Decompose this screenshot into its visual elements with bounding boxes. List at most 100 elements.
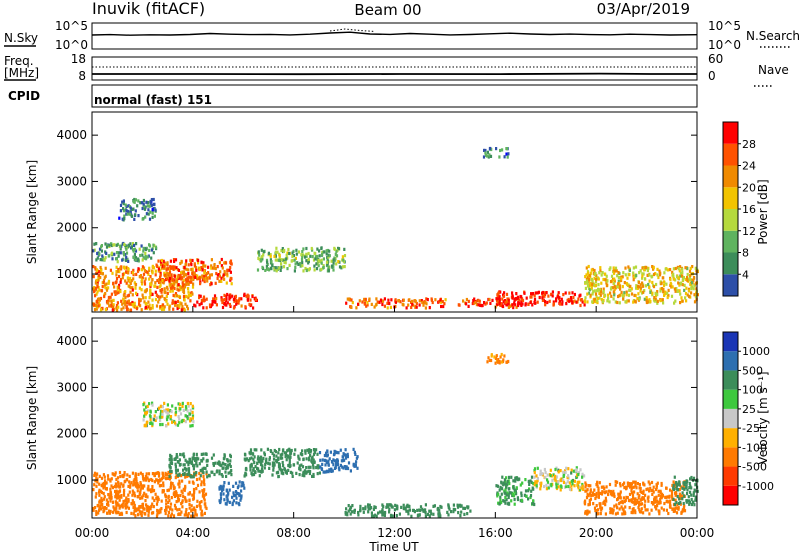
velocity-cell	[676, 482, 679, 486]
velocity-cell	[170, 410, 173, 414]
power-y-tick-label: 3000	[56, 174, 87, 188]
power-cell	[593, 297, 596, 301]
velocity-cell	[678, 497, 681, 501]
power-cell	[280, 262, 283, 266]
power-cell	[115, 273, 118, 277]
power-cell	[613, 293, 616, 297]
velocity-cell	[114, 482, 117, 486]
power-cell	[243, 292, 246, 296]
velocity-colorbar-frame	[722, 331, 739, 506]
velocity-cell	[219, 496, 223, 501]
velocity-cell	[150, 504, 153, 508]
velocity-cell	[369, 507, 372, 511]
power-cell	[171, 289, 174, 293]
velocity-cell	[245, 457, 248, 461]
nave-tick-bottom: 0	[708, 69, 716, 83]
power-cell	[567, 297, 570, 302]
power-cell	[273, 267, 276, 271]
time-tick-label: 16:00	[478, 526, 513, 540]
power-cell	[301, 264, 304, 268]
velocity-cell	[503, 489, 506, 493]
power-cell	[262, 253, 265, 257]
velocity-cell	[530, 489, 533, 493]
velocity-cell	[141, 496, 144, 500]
power-cell	[591, 281, 594, 285]
power-cell	[211, 300, 214, 304]
power-cell	[686, 276, 689, 280]
power-cell	[215, 296, 218, 301]
power-cell	[202, 299, 206, 303]
power-cell	[620, 277, 623, 281]
velocity-cell	[658, 510, 661, 514]
velocity-cell	[184, 484, 187, 488]
power-cell	[686, 272, 689, 277]
power-cell	[184, 278, 187, 282]
velocity-cell	[145, 411, 148, 415]
velocity-cell	[142, 478, 145, 482]
velocity-cell	[531, 502, 534, 506]
velocity-cell	[594, 493, 598, 497]
velocity-cell	[634, 497, 637, 501]
power-cell	[326, 255, 329, 260]
power-cell	[326, 248, 329, 253]
velocity-cell	[686, 479, 689, 483]
power-cell	[154, 284, 157, 288]
velocity-cell	[292, 463, 295, 467]
velocity-cell	[637, 496, 640, 500]
power-cell	[296, 261, 299, 265]
power-cell	[176, 304, 179, 308]
velocity-cell	[601, 490, 604, 494]
velocity-cell	[298, 473, 301, 477]
power-cell	[584, 296, 587, 300]
velocity-cell	[195, 477, 199, 482]
velocity-cell	[687, 495, 690, 499]
velocity-cell	[645, 487, 648, 492]
power-cell	[285, 257, 288, 261]
velocity-cell	[332, 458, 335, 462]
power-cell	[506, 155, 509, 159]
power-cell	[257, 250, 260, 254]
power-cell	[672, 272, 675, 276]
power-cell	[420, 299, 423, 303]
power-cell	[431, 300, 434, 305]
velocity-cell	[696, 489, 699, 493]
power-cell	[666, 295, 669, 300]
velocity-cell	[164, 477, 168, 481]
power-colorbar-label: Power [dB]	[756, 179, 770, 244]
power-cell	[101, 258, 104, 262]
velocity-cell	[355, 460, 358, 464]
power-cell	[187, 275, 190, 279]
power-cell	[301, 250, 304, 254]
velocity-cell	[185, 508, 188, 512]
power-cell	[424, 301, 427, 305]
velocity-cell	[670, 494, 674, 498]
power-cell	[635, 284, 638, 288]
velocity-cell	[313, 460, 316, 464]
power-cell	[495, 303, 498, 307]
velocity-cell	[174, 423, 177, 427]
power-cell	[488, 146, 492, 151]
power-cell	[644, 284, 648, 288]
power-cell	[197, 258, 200, 262]
velocity-cell	[632, 500, 635, 504]
velocity-cell	[141, 486, 144, 490]
power-cell	[154, 208, 157, 212]
velocity-cell	[192, 475, 195, 479]
velocity-cell	[107, 503, 110, 507]
power-cell	[187, 263, 190, 267]
velocity-cell	[153, 414, 156, 418]
power-cell	[358, 299, 361, 303]
power-cell	[135, 291, 138, 295]
power-cell	[134, 198, 137, 202]
velocity-cell	[616, 506, 619, 510]
velocity-cell	[169, 483, 173, 487]
velocity-cell	[238, 492, 241, 496]
power-cell	[185, 282, 188, 286]
power-cell	[281, 247, 284, 251]
velocity-cell	[186, 415, 189, 419]
power-cell	[616, 285, 619, 289]
velocity-cell	[290, 448, 293, 453]
velocity-cell	[127, 497, 130, 502]
velocity-cell	[101, 499, 104, 503]
power-cell	[666, 268, 669, 272]
